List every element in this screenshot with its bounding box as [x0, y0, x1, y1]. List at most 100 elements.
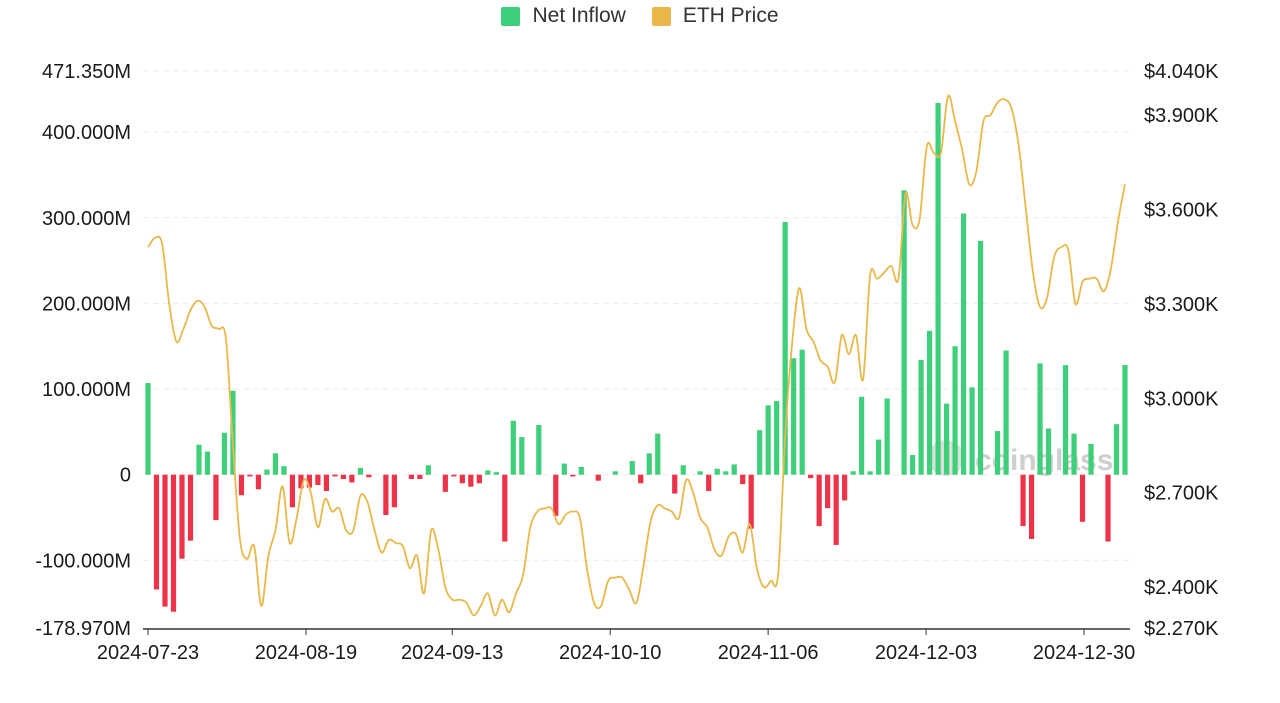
net-inflow-bar[interactable]	[238, 474, 245, 496]
net-inflow-bar[interactable]	[264, 469, 270, 475]
net-inflow-bar[interactable]	[977, 240, 984, 475]
net-inflow-bar[interactable]	[901, 190, 907, 475]
net-inflow-bar[interactable]	[340, 474, 346, 479]
net-inflow-bar[interactable]	[748, 474, 754, 529]
net-inflow-bar[interactable]	[306, 474, 313, 488]
net-inflow-bar[interactable]	[153, 474, 160, 590]
net-inflow-bar[interactable]	[179, 474, 185, 559]
net-inflow-bar[interactable]	[672, 474, 678, 494]
net-inflow-bar[interactable]	[1062, 365, 1069, 475]
net-inflow-bar[interactable]	[289, 474, 296, 508]
net-inflow-bar[interactable]	[876, 439, 882, 475]
net-inflow-bar[interactable]	[680, 465, 686, 475]
net-inflow-bar[interactable]	[943, 403, 950, 475]
net-inflow-bar[interactable]	[765, 405, 771, 475]
net-inflow-bar[interactable]	[808, 474, 814, 479]
net-inflow-bar[interactable]	[578, 467, 584, 475]
net-inflow-bar[interactable]	[255, 474, 262, 490]
net-inflow-bar[interactable]	[723, 471, 729, 475]
net-inflow-bar[interactable]	[629, 461, 635, 475]
net-inflow-bar[interactable]	[1088, 443, 1094, 475]
net-inflow-bar[interactable]	[391, 474, 397, 508]
net-inflow-bar[interactable]	[714, 468, 720, 475]
net-inflow-bar[interactable]	[145, 383, 151, 475]
net-inflow-bar[interactable]	[791, 358, 797, 475]
net-inflow-bar[interactable]	[366, 474, 372, 478]
net-inflow-bar[interactable]	[502, 474, 508, 542]
net-inflow-bar[interactable]	[833, 474, 839, 545]
net-inflow-bar[interactable]	[570, 474, 576, 477]
net-inflow-bar[interactable]	[204, 451, 211, 475]
net-inflow-bar[interactable]	[757, 430, 763, 475]
net-inflow-bar[interactable]	[417, 474, 423, 479]
net-inflow-bar[interactable]	[816, 474, 822, 527]
net-inflow-bar[interactable]	[221, 432, 228, 475]
legend-item-net-inflow[interactable]: Net Inflow	[501, 4, 626, 28]
net-inflow-bar[interactable]	[468, 474, 474, 487]
net-inflow-bar[interactable]	[1003, 350, 1009, 475]
net-inflow-bar[interactable]	[519, 437, 525, 475]
net-inflow-bar[interactable]	[536, 425, 542, 475]
net-inflow-bar[interactable]	[553, 474, 559, 516]
net-inflow-bar[interactable]	[952, 346, 958, 475]
net-inflow-bar[interactable]	[332, 474, 338, 477]
net-inflow-bar[interactable]	[731, 464, 737, 475]
net-inflow-bar[interactable]	[1113, 424, 1120, 475]
net-inflow-bar[interactable]	[825, 474, 831, 509]
net-inflow-bar[interactable]	[493, 472, 499, 475]
net-inflow-bar[interactable]	[485, 470, 491, 475]
net-inflow-bar[interactable]	[383, 474, 389, 515]
net-inflow-bar[interactable]	[782, 222, 788, 475]
net-inflow-bar[interactable]	[349, 474, 355, 483]
net-inflow-bar[interactable]	[1037, 363, 1043, 475]
net-inflow-bar[interactable]	[612, 471, 618, 475]
net-inflow-bar[interactable]	[706, 474, 712, 491]
net-inflow-bar[interactable]	[298, 474, 304, 489]
net-inflow-bar[interactable]	[595, 474, 601, 481]
legend-item-eth-price[interactable]: ETH Price	[651, 4, 779, 28]
net-inflow-bar[interactable]	[867, 471, 873, 475]
net-inflow-bar[interactable]	[187, 474, 194, 541]
net-inflow-bar[interactable]	[697, 471, 703, 475]
net-inflow-bar[interactable]	[918, 359, 924, 475]
net-inflow-bar[interactable]	[646, 453, 652, 475]
net-inflow-bar[interactable]	[960, 213, 967, 475]
net-inflow-bar[interactable]	[272, 453, 279, 475]
net-inflow-bar[interactable]	[1020, 474, 1026, 527]
net-inflow-bar[interactable]	[1045, 428, 1052, 475]
net-inflow-bar[interactable]	[315, 474, 321, 485]
net-inflow-bar[interactable]	[638, 474, 644, 484]
net-inflow-bar[interactable]	[935, 102, 941, 475]
net-inflow-bar[interactable]	[910, 455, 916, 475]
net-inflow-bar[interactable]	[247, 474, 253, 477]
net-inflow-bar[interactable]	[425, 465, 431, 475]
net-inflow-bar[interactable]	[655, 433, 661, 475]
eth-price-line[interactable]	[147, 94, 1126, 617]
net-inflow-bar[interactable]	[774, 401, 780, 475]
net-inflow-bar[interactable]	[196, 444, 202, 475]
net-inflow-bar[interactable]	[510, 420, 516, 475]
net-inflow-bar[interactable]	[884, 398, 890, 475]
net-inflow-bar[interactable]	[1122, 365, 1128, 475]
net-inflow-bar[interactable]	[281, 466, 287, 475]
net-inflow-bar[interactable]	[561, 463, 567, 475]
net-inflow-bar[interactable]	[170, 474, 177, 612]
net-inflow-bar[interactable]	[442, 474, 448, 492]
net-inflow-bar[interactable]	[459, 474, 465, 484]
net-inflow-bar[interactable]	[850, 471, 856, 475]
net-inflow-bar[interactable]	[994, 431, 1001, 475]
net-inflow-bar[interactable]	[740, 474, 746, 485]
net-inflow-bar[interactable]	[927, 330, 933, 475]
net-inflow-bar[interactable]	[799, 349, 805, 475]
net-inflow-bar[interactable]	[859, 396, 865, 475]
net-inflow-bar[interactable]	[1071, 433, 1077, 475]
net-inflow-bar[interactable]	[451, 474, 457, 477]
net-inflow-bar[interactable]	[408, 474, 414, 479]
net-inflow-bar[interactable]	[842, 474, 848, 501]
net-inflow-bar[interactable]	[476, 474, 482, 484]
net-inflow-bar[interactable]	[162, 474, 168, 607]
net-inflow-bar[interactable]	[323, 474, 330, 491]
net-inflow-bar[interactable]	[357, 467, 363, 475]
net-inflow-bar[interactable]	[213, 474, 219, 521]
